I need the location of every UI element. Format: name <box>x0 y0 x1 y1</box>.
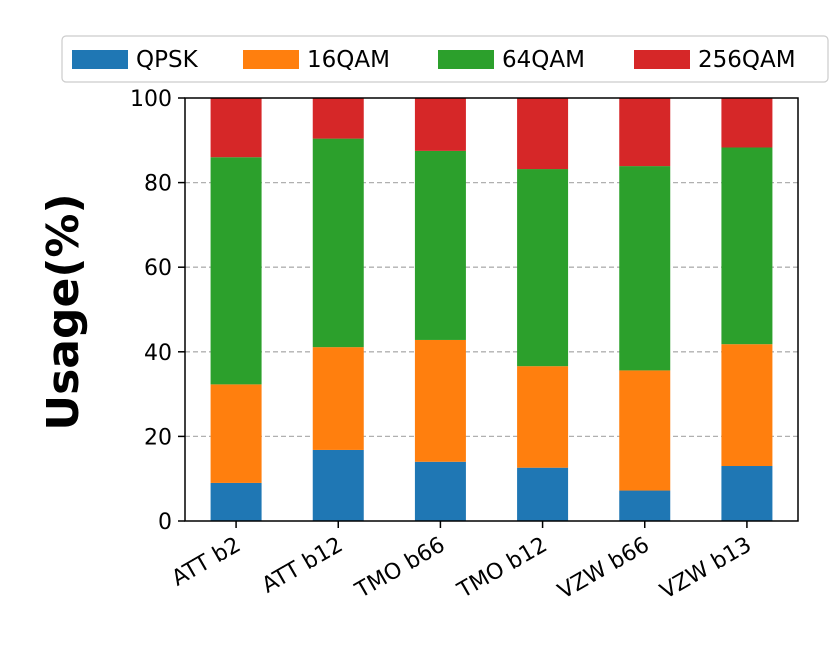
legend-items: QPSK 16QAM 64QAM 256QAM <box>72 47 796 73</box>
bar-segment-64qam <box>619 166 671 371</box>
bar-segment-256qam <box>517 98 569 170</box>
bar-segment-qpsk <box>312 449 364 521</box>
bar-segment-16qam <box>414 339 466 462</box>
bar-segment-64qam <box>414 150 466 340</box>
y-tick-label: 100 <box>130 87 172 112</box>
bar-segment-256qam <box>721 98 773 148</box>
bar-segment-256qam <box>312 98 364 139</box>
bar-segment-64qam <box>312 138 364 348</box>
legend-label: QPSK <box>136 47 199 73</box>
bar-segment-qpsk <box>619 490 671 521</box>
bar-segment-16qam <box>619 370 671 491</box>
legend-label: 16QAM <box>307 47 390 73</box>
x-tick-label: TMO b66 <box>351 533 450 605</box>
y-tick-label: 40 <box>144 341 172 366</box>
bar-segment-16qam <box>210 384 262 483</box>
bar-segment-16qam <box>517 366 569 468</box>
legend: QPSK 16QAM 64QAM 256QAM <box>61 35 829 83</box>
legend-swatch <box>243 50 299 69</box>
x-tick-label: ATT b2 <box>168 533 245 592</box>
legend-label: 64QAM <box>502 47 585 73</box>
x-tick-label: VZW b66 <box>554 533 654 605</box>
x-tick-label: ATT b12 <box>258 533 347 599</box>
plot-frame <box>184 97 799 522</box>
bars <box>210 98 773 521</box>
y-axis-ticks: 0 20 40 60 80 100 <box>130 87 185 535</box>
y-tick-label: 60 <box>144 256 172 281</box>
legend-label: 256QAM <box>698 47 796 73</box>
bar-segment-qpsk <box>414 461 466 521</box>
x-axis-ticks: ATT b2 ATT b12 TMO b66 TMO b12 VZW b66 VZW b1… <box>168 521 756 605</box>
x-tick-label: TMO b12 <box>453 533 552 605</box>
x-tick-label: VZW b13 <box>656 533 756 605</box>
bar-segment-256qam <box>210 98 262 158</box>
bar-segment-16qam <box>312 347 364 450</box>
bar-segment-64qam <box>517 169 569 367</box>
y-axis-label: Usage(%) <box>38 193 89 430</box>
y-tick-label: 20 <box>144 425 172 450</box>
legend-swatch <box>634 50 690 69</box>
bar-segment-256qam <box>619 98 671 167</box>
y-tick-label: 80 <box>144 172 172 197</box>
bar-segment-256qam <box>414 98 466 151</box>
legend-swatch <box>72 50 128 69</box>
y-tick-label: 0 <box>158 510 172 535</box>
bar-segment-64qam <box>210 157 262 385</box>
bar-segment-qpsk <box>210 482 262 521</box>
bar-segment-64qam <box>721 147 773 345</box>
bar-segment-qpsk <box>517 467 569 521</box>
legend-swatch <box>438 50 494 69</box>
bar-segment-16qam <box>721 344 773 467</box>
grid-lines <box>185 181 798 438</box>
bar-segment-qpsk <box>721 466 773 521</box>
